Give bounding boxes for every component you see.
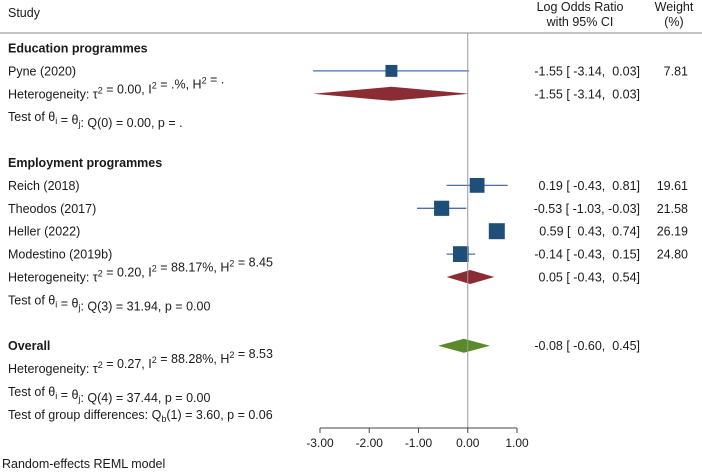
heterogeneity-label: Heterogeneity: τ2 = 0.00, I2 = .%, H2 = … (8, 72, 224, 101)
heterogeneity-label: Heterogeneity: τ2 = 0.20, I2 = 88.17%, H… (8, 256, 273, 285)
x-tick-label: -1.00 (405, 436, 433, 450)
study-label: Modestino (2019b) (8, 248, 112, 262)
header-effect-line2: with 95% CI (546, 15, 614, 29)
weight-text: 26.19 (657, 225, 688, 239)
test-label: Test of θi = θj: Q(3) = 31.94, p = 0.00 (8, 293, 210, 313)
header-effect-line1: Log Odds Ratio (537, 0, 624, 14)
ci-text: -1.55 [ -3.14, 0.03] (534, 64, 640, 78)
weight-text: 24.80 (657, 248, 688, 262)
ci-text: 0.59 [ 0.43, 0.74] (539, 225, 640, 239)
overall-label: Overall (8, 339, 50, 353)
study-marker (488, 223, 505, 240)
study-label: Heller (2022) (8, 225, 80, 239)
header-weight-line1: Weight (655, 0, 694, 14)
ci-text: -0.08 [ -0.60, 0.45] (534, 339, 640, 353)
test-label: Test of θi = θj: Q(0) = 0.00, p = . (8, 110, 183, 130)
study-label: Theodos (2017) (8, 202, 96, 216)
study-marker (452, 246, 469, 262)
group-difference-label: Test of group differences: Qb(1) = 3.60,… (8, 408, 273, 424)
ci-text: 0.05 [ -0.43, 0.54] (539, 271, 640, 285)
overall-diamond (438, 338, 490, 353)
study-marker (434, 200, 450, 216)
group-label: Employment programmes (8, 156, 162, 170)
subgroup-diamond (313, 86, 470, 101)
study-marker (385, 64, 398, 77)
group-label: Education programmes (8, 42, 148, 56)
ci-text: 0.19 [ -0.43, 0.81] (539, 179, 640, 193)
weight-text: 7.81 (664, 64, 688, 78)
header-weight-line2: (%) (664, 15, 683, 29)
x-tick-label: -3.00 (306, 436, 334, 450)
study-marker (469, 178, 485, 193)
weight-text: 21.58 (657, 202, 688, 216)
heterogeneity-label: Heterogeneity: τ2 = 0.27, I2 = 88.28%, H… (8, 347, 273, 376)
rows: Education programmes Pyne (2020) -1.55 [ -… (8, 42, 688, 424)
ci-text: -0.14 [ -0.43, 0.15] (534, 248, 640, 262)
study-label: Pyne (2020) (8, 64, 76, 78)
test-label: Test of θi = θj: Q(4) = 37.44, p = 0.00 (8, 385, 210, 405)
weight-text: 19.61 (657, 179, 688, 193)
header-study: Study (8, 6, 41, 20)
x-axis: -3.00 -2.00 -1.00 0.00 1.00 (306, 33, 529, 450)
ci-text: -0.53 [ -1.03, -0.03] (534, 202, 640, 216)
x-tick-label: 1.00 (505, 436, 529, 450)
ci-text: -1.55 [ -3.14, 0.03] (534, 87, 640, 101)
subgroup-diamond (446, 270, 495, 284)
study-label: Reich (2018) (8, 179, 80, 193)
x-tick-label: -2.00 (356, 436, 384, 450)
x-tick-label: 0.00 (456, 436, 480, 450)
model-note: Random-effects REML model (2, 457, 165, 471)
